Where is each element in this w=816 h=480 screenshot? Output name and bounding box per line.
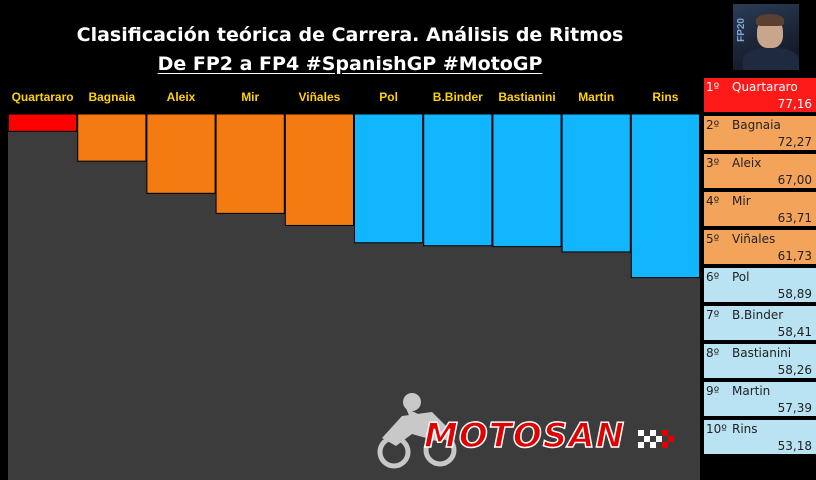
ranking-name: Viñales: [732, 232, 776, 246]
category-label: B.Binder: [433, 90, 483, 104]
ranking-item: 10º Rins 53,18: [704, 420, 816, 454]
ranking-item: 5º Viñales 61,73: [704, 230, 816, 264]
bar-aleix: [146, 113, 216, 194]
ranking-position: 6º: [706, 270, 720, 284]
ranking-name: Bastianini: [732, 346, 792, 360]
category-label: Bastianini: [498, 90, 555, 104]
ranking-value: 58,41: [777, 325, 812, 339]
ranking-item: 2º Bagnaia 72,27: [704, 116, 816, 150]
rider-photo: FP20: [733, 4, 799, 70]
ranking-panel: 1º Quartararo 77,16 2º Bagnaia 72,27 3º Aleix 67…: [704, 78, 816, 458]
ranking-value: 63,71: [777, 211, 812, 225]
ranking-name: Quartararo: [732, 80, 798, 94]
ranking-item: 6º Pol 58,89: [704, 268, 816, 302]
category-label: Mir: [241, 90, 259, 104]
category-label: Aleix: [167, 90, 196, 104]
ranking-item: 7º B.Binder 58,41: [704, 306, 816, 340]
ranking-value: 53,18: [777, 439, 812, 453]
ranking-name: Mir: [732, 194, 751, 208]
ranking-position: 1º: [706, 80, 720, 94]
bar-quartararo: [8, 113, 78, 132]
ranking-value: 58,89: [777, 287, 812, 301]
chart-subtitle: De FP2 a FP4 #SpanishGP #MotoGP: [157, 53, 543, 75]
category-label: Rins: [652, 90, 678, 104]
rider-shirt: [743, 48, 799, 70]
motosan-logo: MOTOSAN: [362, 372, 702, 472]
ranking-value: 57,39: [777, 401, 812, 415]
photo-badge: FP20: [736, 18, 747, 42]
bar-martin: [561, 113, 631, 253]
ranking-item: 1º Quartararo 77,16: [704, 78, 816, 112]
ranking-name: Rins: [732, 422, 758, 436]
category-label: Pol: [379, 90, 398, 104]
bar-b-binder: [423, 113, 493, 247]
ranking-position: 10º: [706, 422, 727, 436]
bar-bagnaia: [77, 113, 147, 162]
ranking-item: 9º Martin 57,39: [704, 382, 816, 416]
ranking-item: 8º Bastianini 58,26: [704, 344, 816, 378]
ranking-name: B.Binder: [732, 308, 784, 322]
rider-hair: [756, 14, 784, 26]
ranking-position: 5º: [706, 232, 720, 246]
ranking-position: 9º: [706, 384, 720, 398]
category-label: Viñales: [298, 90, 340, 104]
ranking-position: 8º: [706, 346, 720, 360]
ranking-item: 3º Aleix 67,00: [704, 154, 816, 188]
ranking-value: 77,16: [777, 97, 812, 111]
chart-title: Clasificación teórica de Carrera. Anális…: [76, 24, 624, 46]
ranking-name: Bagnaia: [732, 118, 781, 132]
ranking-value: 72,27: [777, 135, 812, 149]
ranking-name: Pol: [732, 270, 750, 284]
logo-text: MOTOSAN: [423, 415, 626, 457]
ranking-name: Aleix: [732, 156, 762, 170]
bar-pol: [354, 113, 424, 244]
bar-bastianini: [492, 113, 562, 248]
ranking-position: 7º: [706, 308, 720, 322]
ranking-item: 4º Mir 63,71: [704, 192, 816, 226]
ranking-name: Martin: [732, 384, 771, 398]
ranking-position: 3º: [706, 156, 720, 170]
ranking-value: 61,73: [777, 249, 812, 263]
bar-mir: [215, 113, 285, 214]
ranking-position: 2º: [706, 118, 720, 132]
bar-viñales: [284, 113, 354, 226]
ranking-position: 4º: [706, 194, 720, 208]
motorbike-icon: [377, 393, 674, 469]
ranking-value: 67,00: [777, 173, 812, 187]
category-label: Martin: [578, 90, 614, 104]
category-label: Quartararo: [12, 90, 74, 104]
bar-chart: Quartararo Bagnaia Aleix Mir Viñales Pol B.Bin…: [8, 90, 700, 480]
ranking-value: 58,26: [777, 363, 812, 377]
category-label: Bagnaia: [88, 90, 135, 104]
bar-rins: [630, 113, 700, 279]
